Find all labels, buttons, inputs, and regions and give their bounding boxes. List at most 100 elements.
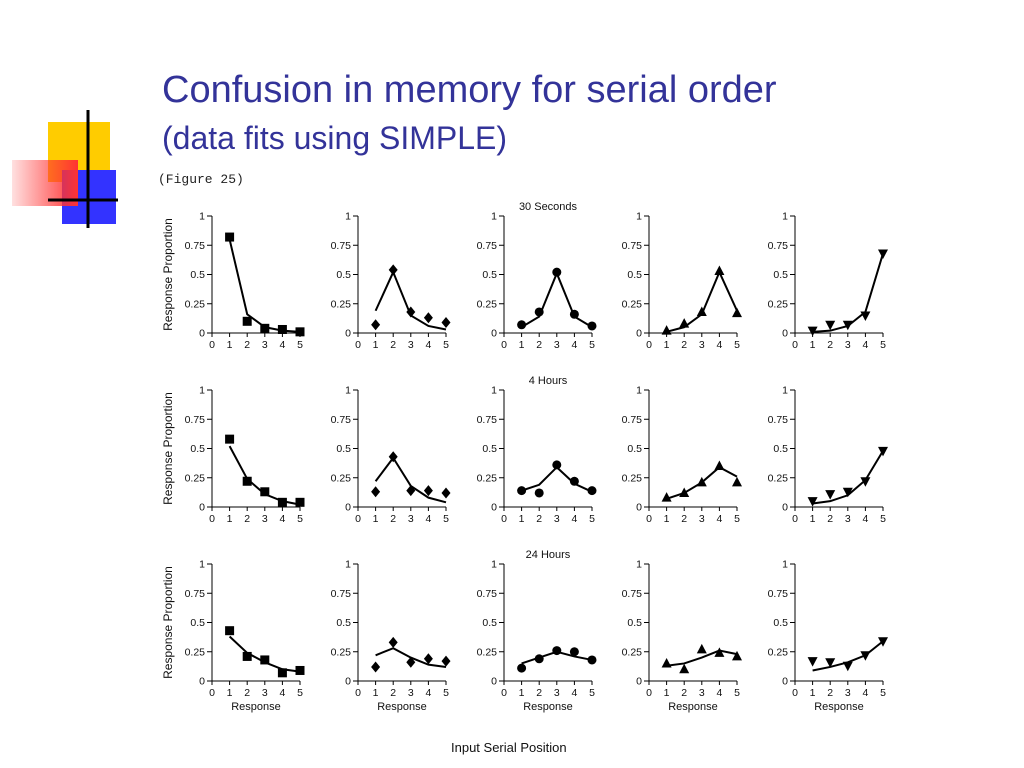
y-tick-label-r1c1-1: 0.25 bbox=[185, 298, 206, 310]
x-tick-label-r2c3-5: 5 bbox=[589, 513, 595, 525]
data-point-r2c3-3 bbox=[552, 460, 562, 470]
x-tick-label-r3c1-1: 1 bbox=[227, 687, 233, 699]
x-tick-label-r3c4-5: 5 bbox=[734, 687, 740, 699]
y-tick-label-r3c5-3: 0.75 bbox=[768, 588, 789, 600]
data-point-r2c1-4 bbox=[277, 497, 287, 507]
x-tick-label-r3c5-3: 3 bbox=[845, 687, 851, 699]
x-tick-label-r2c4-3: 3 bbox=[699, 513, 705, 525]
y-tick-label-r2c2-0: 0 bbox=[345, 502, 351, 514]
fit-line-r1c4 bbox=[666, 269, 738, 333]
data-point-r1c1-3 bbox=[260, 323, 270, 333]
x-tick-label-r2c3-3: 3 bbox=[554, 513, 560, 525]
data-point-r1c4-2 bbox=[679, 318, 690, 328]
data-point-r2c2-3 bbox=[406, 485, 416, 497]
x-axis-label-r3c4: Response bbox=[668, 701, 718, 713]
data-point-r2c5-1 bbox=[807, 497, 818, 507]
y-tick-label-r1c4-1: 0.25 bbox=[622, 298, 643, 310]
data-point-r1c1-5 bbox=[295, 327, 305, 337]
x-tick-label-r3c2-1: 1 bbox=[373, 687, 379, 699]
x-tick-label-r1c1-3: 3 bbox=[262, 339, 268, 351]
y-tick-label-r1c4-0: 0 bbox=[636, 328, 642, 340]
x-tick-label-r3c1-0: 0 bbox=[209, 687, 215, 699]
y-tick-label-r2c5-1: 0.25 bbox=[768, 472, 789, 484]
y-tick-label-r3c2-1: 0.25 bbox=[331, 646, 352, 658]
slide-subtitle: (data fits using SIMPLE) bbox=[162, 120, 508, 156]
x-tick-label-r1c2-5: 5 bbox=[443, 339, 449, 351]
data-point-r2c4-3 bbox=[696, 476, 707, 487]
x-tick-label-r3c3-2: 2 bbox=[536, 687, 542, 699]
y-tick-label-r1c4-3: 0.75 bbox=[622, 240, 643, 252]
x-axis-label-r3c3: Response bbox=[523, 701, 573, 713]
y-tick-label-r1c3-2: 0.5 bbox=[482, 269, 497, 281]
data-point-r1c1-2 bbox=[242, 316, 252, 326]
x-tick-label-r1c2-4: 4 bbox=[425, 339, 431, 351]
x-tick-label-r2c2-3: 3 bbox=[408, 513, 414, 525]
y-tick-label-r2c1-3: 0.75 bbox=[185, 414, 206, 426]
data-point-r3c5-3 bbox=[842, 661, 853, 672]
y-tick-label-r2c3-2: 0.5 bbox=[482, 443, 497, 455]
x-tick-label-r2c2-4: 4 bbox=[425, 513, 431, 525]
x-tick-label-r3c3-0: 0 bbox=[501, 687, 507, 699]
x-tick-label-r1c2-1: 1 bbox=[373, 339, 379, 351]
y-tick-label-r1c2-4: 1 bbox=[345, 211, 351, 223]
x-axis-label-r3c5: Response bbox=[814, 701, 864, 713]
y-tick-label-r3c2-2: 0.5 bbox=[336, 617, 351, 629]
x-tick-label-r3c2-2: 2 bbox=[390, 687, 396, 699]
x-tick-label-r1c3-1: 1 bbox=[519, 339, 525, 351]
data-point-r2c4-5 bbox=[732, 476, 742, 487]
x-tick-label-r3c1-4: 4 bbox=[279, 687, 285, 699]
y-tick-label-r3c3-3: 0.75 bbox=[477, 588, 498, 600]
y-tick-label-r1c2-3: 0.75 bbox=[331, 240, 352, 252]
x-tick-label-r2c5-1: 1 bbox=[810, 513, 816, 525]
x-tick-label-r1c3-2: 2 bbox=[536, 339, 542, 351]
data-point-r3c4-3 bbox=[696, 643, 707, 654]
x-tick-label-r2c5-5: 5 bbox=[880, 513, 886, 525]
data-point-r3c1-5 bbox=[295, 665, 305, 675]
data-point-r1c1-4 bbox=[277, 324, 287, 334]
y-tick-label-r3c1-0: 0 bbox=[199, 676, 205, 688]
x-tick-label-r1c5-0: 0 bbox=[792, 339, 798, 351]
data-point-r2c1-2 bbox=[242, 476, 252, 486]
y-tick-label-r1c3-3: 0.75 bbox=[477, 240, 498, 252]
slide-title: Confusion in memory for serial order bbox=[162, 69, 777, 111]
data-point-r3c2-5 bbox=[441, 655, 451, 667]
y-tick-label-r2c3-3: 0.75 bbox=[477, 414, 498, 426]
x-tick-label-r2c3-0: 0 bbox=[501, 513, 507, 525]
y-tick-label-r1c3-1: 0.25 bbox=[477, 298, 498, 310]
data-point-r2c4-2 bbox=[679, 487, 690, 497]
data-point-r2c2-1 bbox=[371, 486, 381, 498]
data-point-r2c1-5 bbox=[295, 497, 305, 507]
data-point-r2c5-2 bbox=[825, 490, 836, 500]
data-point-r2c2-4 bbox=[423, 485, 433, 497]
data-point-r3c4-4 bbox=[714, 647, 725, 657]
x-tick-label-r2c1-3: 3 bbox=[262, 513, 268, 525]
y-tick-label-r3c2-3: 0.75 bbox=[331, 588, 352, 600]
y-tick-label-r2c5-0: 0 bbox=[782, 502, 788, 514]
y-tick-label-r3c4-2: 0.5 bbox=[627, 617, 642, 629]
data-point-r3c3-1 bbox=[517, 663, 527, 673]
data-point-r2c2-5 bbox=[441, 487, 451, 499]
x-tick-label-r2c3-2: 2 bbox=[536, 513, 542, 525]
x-tick-label-r1c3-4: 4 bbox=[571, 339, 577, 351]
y-tick-label-r2c2-1: 0.25 bbox=[331, 472, 352, 484]
y-tick-label-r3c5-4: 1 bbox=[782, 559, 788, 571]
y-tick-label-r1c2-0: 0 bbox=[345, 328, 351, 340]
y-tick-label-r3c2-4: 1 bbox=[345, 559, 351, 571]
data-point-r2c5-4 bbox=[860, 477, 871, 487]
y-tick-label-r2c3-0: 0 bbox=[491, 502, 497, 514]
data-point-r3c4-5 bbox=[732, 650, 742, 661]
x-tick-label-r3c5-0: 0 bbox=[792, 687, 798, 699]
data-point-r3c2-1 bbox=[371, 661, 381, 673]
y-tick-label-r2c4-2: 0.5 bbox=[627, 443, 642, 455]
y-tick-label-r3c5-1: 0.25 bbox=[768, 646, 789, 658]
y-tick-label-r1c1-0: 0 bbox=[199, 328, 205, 340]
data-point-r1c3-5 bbox=[587, 321, 597, 331]
data-point-r1c4-1 bbox=[661, 325, 672, 335]
x-tick-label-r3c1-5: 5 bbox=[297, 687, 303, 699]
x-tick-label-r2c3-4: 4 bbox=[571, 513, 577, 525]
data-point-r3c5-1 bbox=[807, 657, 818, 667]
x-tick-label-r1c4-0: 0 bbox=[646, 339, 652, 351]
fit-line-r3c1 bbox=[228, 635, 301, 673]
data-point-r3c4-1 bbox=[661, 657, 672, 668]
data-point-r1c1-1 bbox=[225, 232, 235, 242]
